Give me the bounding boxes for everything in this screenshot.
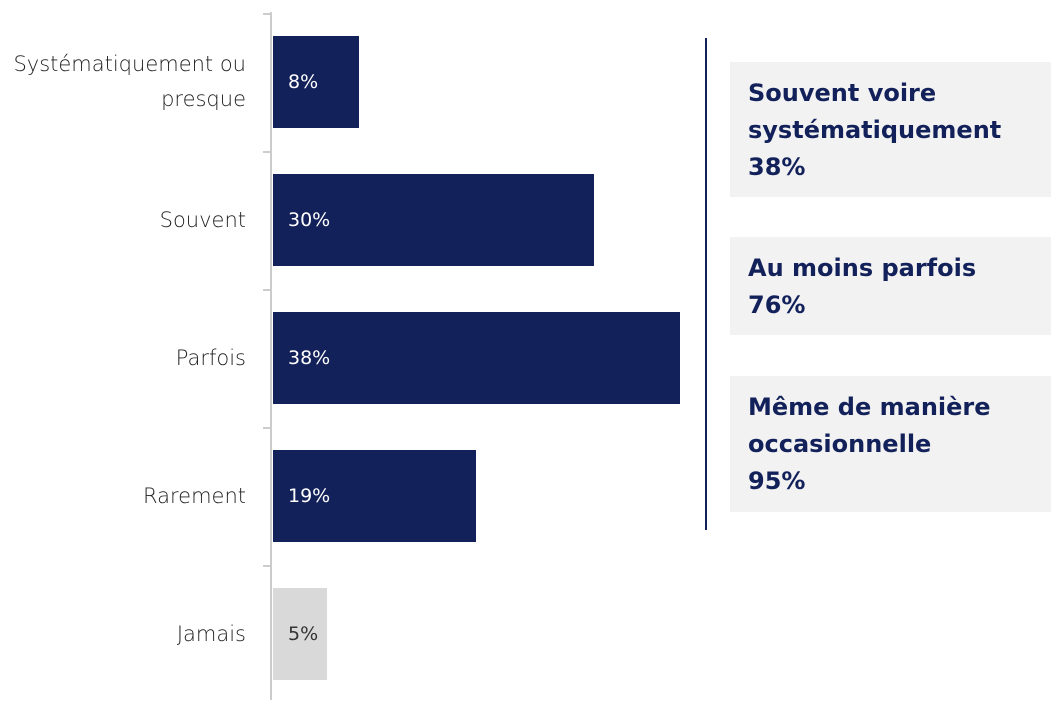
category-text: Parfois	[175, 345, 246, 370]
value-label: 8%	[288, 71, 319, 93]
bar: 19%	[273, 450, 477, 542]
value-label: 19%	[288, 485, 331, 507]
category-text: Souvent	[159, 207, 246, 232]
category-label: Jamais	[8, 588, 246, 680]
value-label: 30%	[288, 209, 331, 231]
axis-line	[270, 12, 272, 700]
category-label: Systématiquement ou presque	[8, 36, 246, 128]
tick	[263, 565, 271, 567]
value-label: 38%	[288, 347, 331, 369]
category-label: Souvent	[8, 174, 246, 266]
summary-text: Au moins parfois	[748, 254, 977, 282]
bar: 5%	[273, 588, 327, 680]
summary-value: 38%	[748, 153, 806, 181]
divider	[705, 38, 707, 530]
summary-value: 76%	[748, 291, 806, 319]
summary-text: Même de manière occasionnelle	[748, 393, 991, 458]
category-label: Parfois	[8, 312, 246, 404]
tick	[263, 13, 271, 15]
value-label: 5%	[288, 623, 319, 645]
bar: 38%	[273, 312, 680, 404]
summary-box: Souvent voire systématiquement 38%	[730, 62, 1051, 197]
summary-text: Souvent voire systématiquement	[748, 79, 1002, 144]
bar: 30%	[273, 174, 594, 266]
category-text: Systématiquement ou presque	[13, 52, 246, 111]
category-text: Rarement	[142, 483, 246, 508]
summary-value: 95%	[748, 467, 806, 495]
tick	[263, 289, 271, 291]
bar: 8%	[273, 36, 359, 128]
tick	[263, 427, 271, 429]
category-text: Jamais	[176, 621, 246, 646]
category-label: Rarement	[8, 450, 246, 542]
summary-box: Au moins parfois 76%	[730, 237, 1051, 335]
tick	[263, 151, 271, 153]
summary-box: Même de manière occasionnelle 95%	[730, 376, 1051, 512]
